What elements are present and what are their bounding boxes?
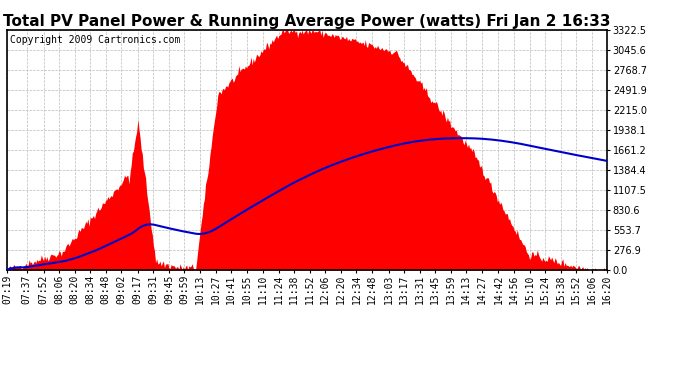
Title: Total PV Panel Power & Running Average Power (watts) Fri Jan 2 16:33: Total PV Panel Power & Running Average P… — [3, 14, 611, 29]
Text: Copyright 2009 Cartronics.com: Copyright 2009 Cartronics.com — [10, 35, 180, 45]
